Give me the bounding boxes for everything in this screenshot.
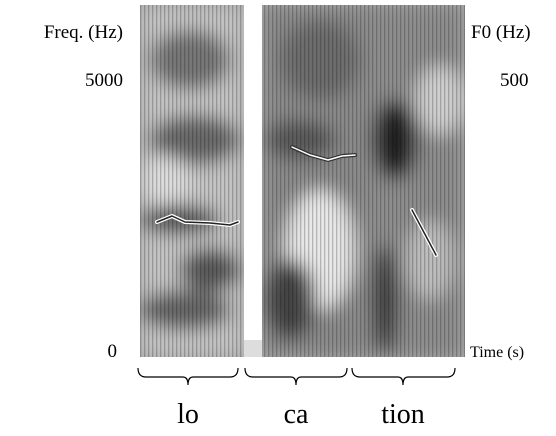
right-tick-label: 500 [500,70,529,91]
left-axis-label: Freq. (Hz) [44,22,123,43]
x-axis-label: Time (s) [470,344,524,361]
syllable-braces [137,367,456,386]
syllable-label: tion [381,399,425,430]
left-tick-label: 0 [108,341,118,362]
syllable-label: ca [284,399,309,430]
syllable-label: lo [177,399,199,430]
f0-contours [155,145,438,257]
spectrogram [140,5,465,357]
left-tick-label: 5000 [85,70,123,91]
right-axis-label: F0 (Hz) [471,22,531,43]
